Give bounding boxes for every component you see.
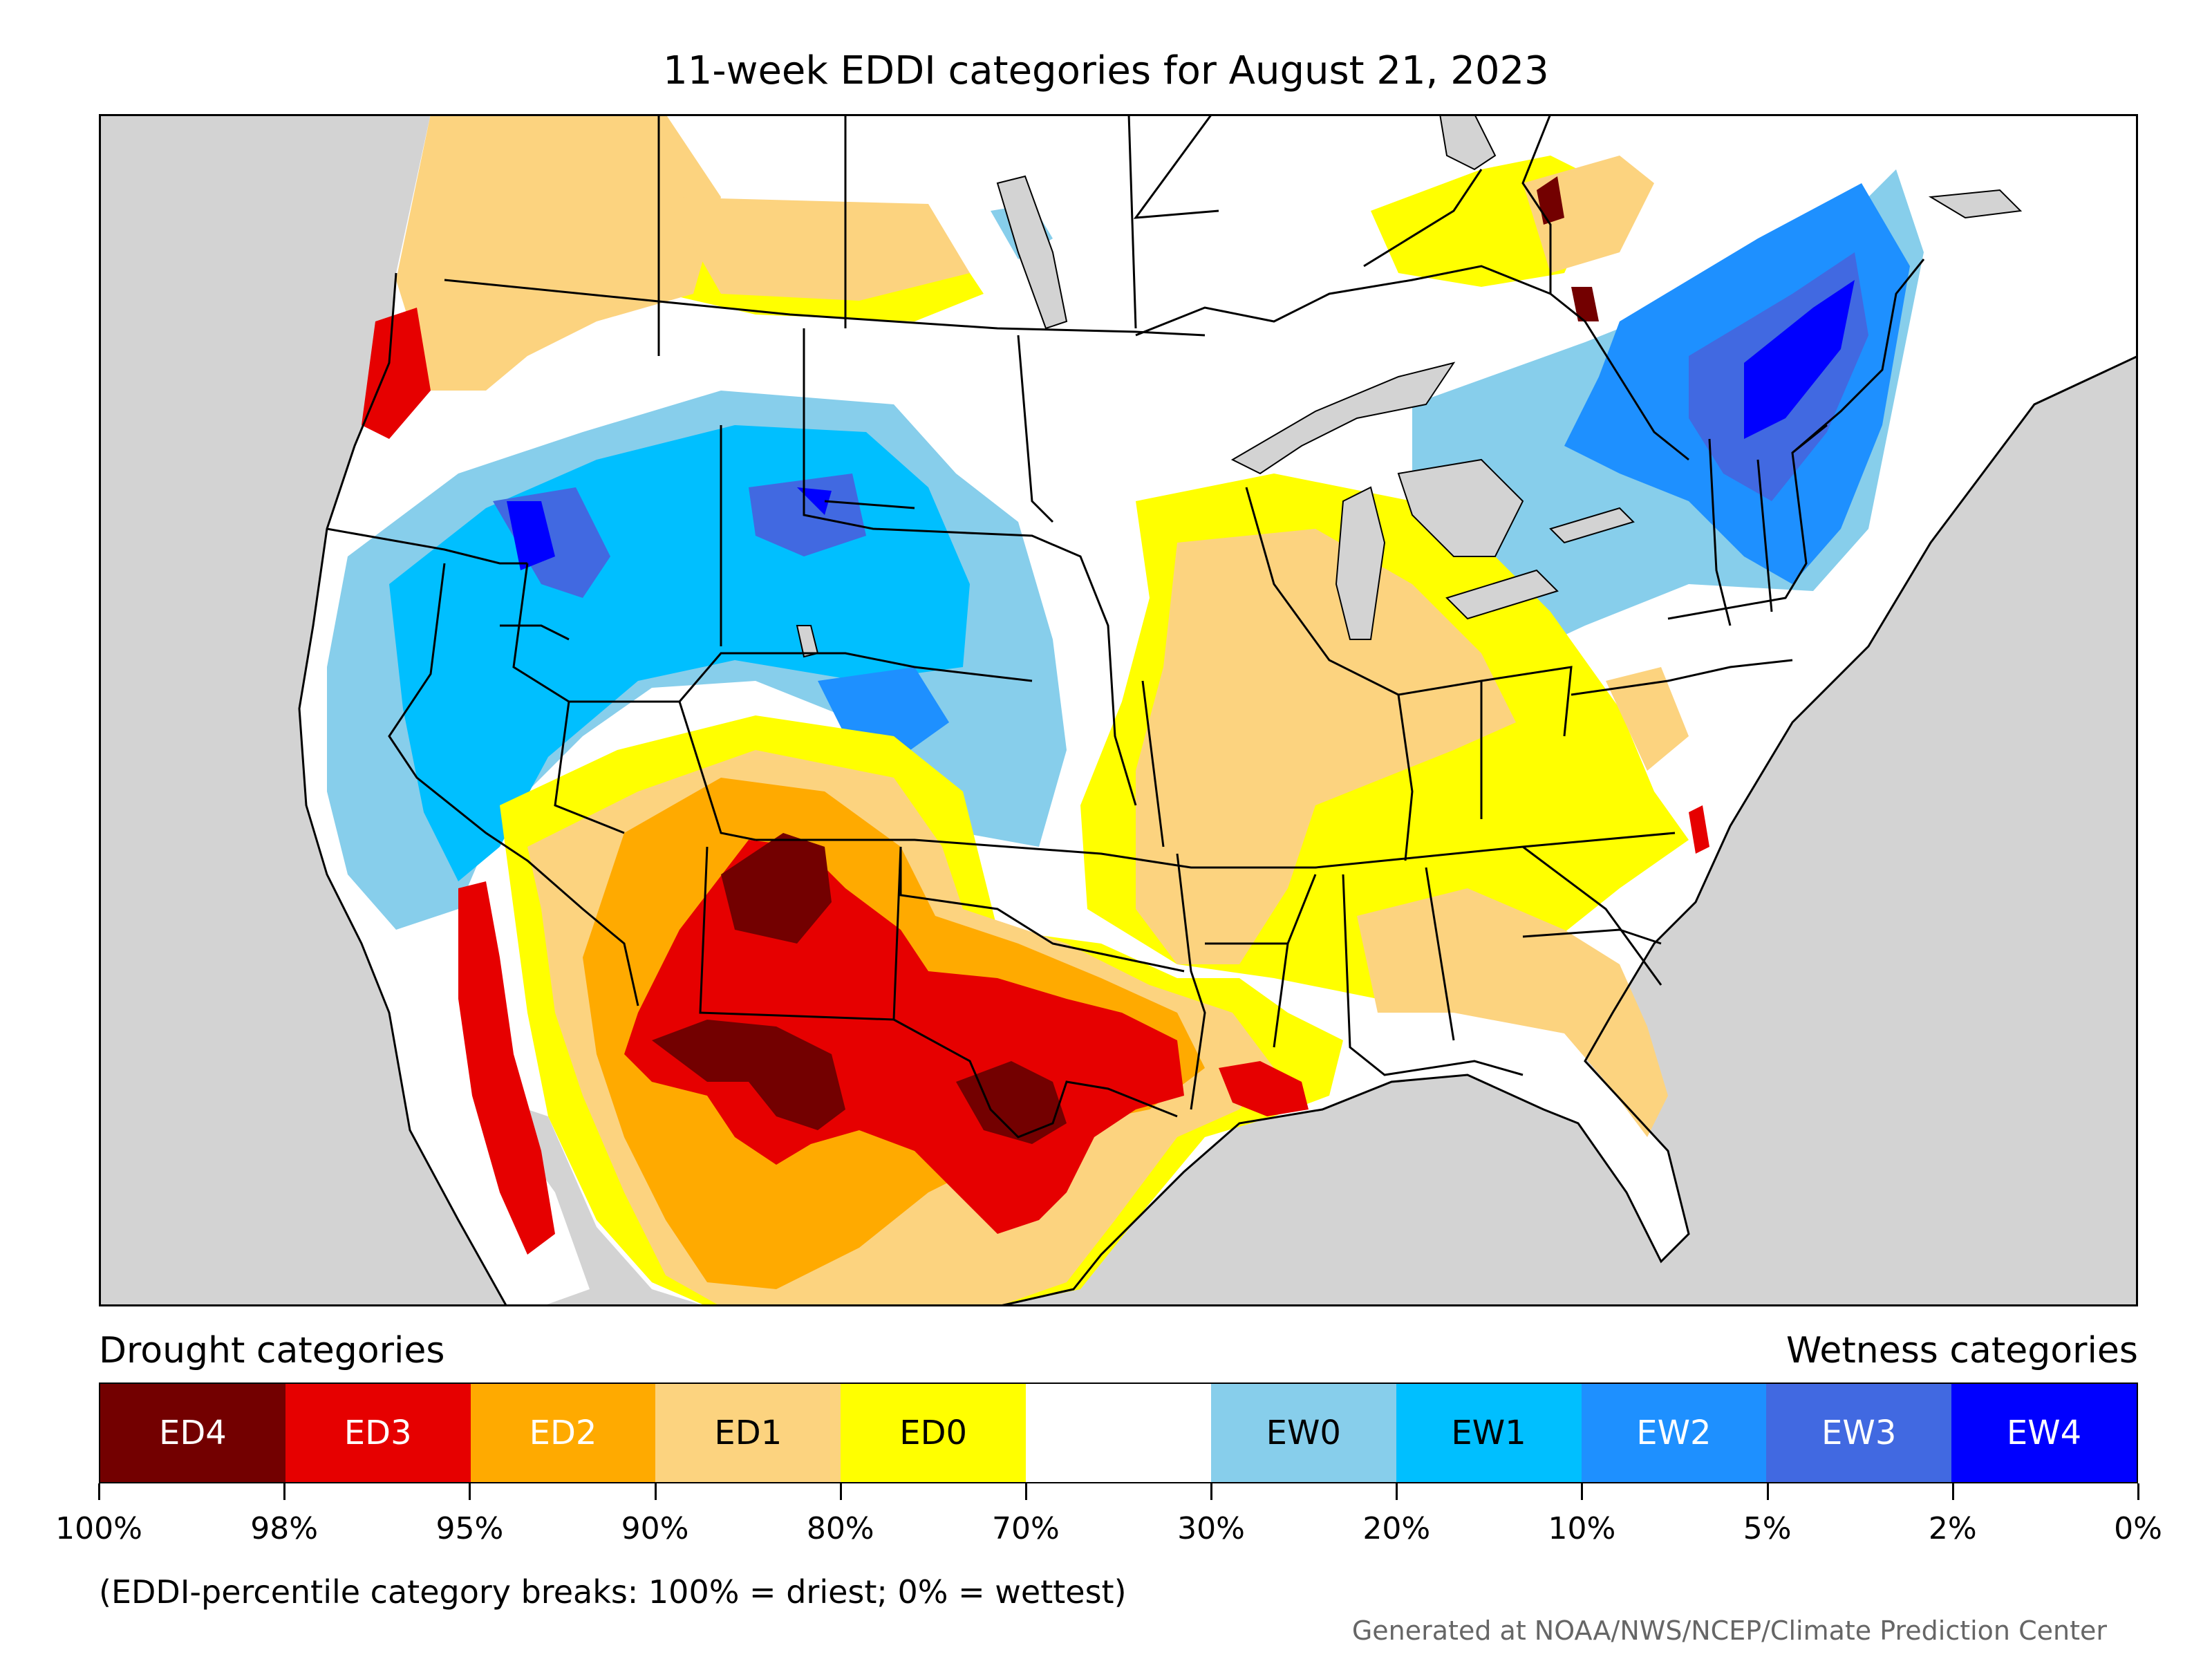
legend-swatch-ew2: EW2 bbox=[1581, 1384, 1767, 1482]
water-bodies bbox=[796, 114, 2023, 658]
legend-swatch-ed3: ED3 bbox=[285, 1384, 471, 1482]
wetness-categories-heading: Wetness categories bbox=[1786, 1330, 2138, 1371]
legend-tick-mark bbox=[1210, 1483, 1213, 1500]
legend-tick-label: 80% bbox=[806, 1511, 874, 1546]
legend-colorbar: ED4 ED3 ED2 ED1 ED0 EW0 EW1 EW2 EW3 EW4 bbox=[99, 1382, 2138, 1483]
percentile-footnote: (EDDI-percentile category breaks: 100% =… bbox=[99, 1573, 1127, 1611]
legend-tick-label: 95% bbox=[435, 1511, 504, 1546]
legend-tick-label: 0% bbox=[2114, 1511, 2162, 1546]
legend-tick-mark bbox=[1024, 1483, 1027, 1500]
legend-tick-label: 70% bbox=[992, 1511, 1060, 1546]
legend-tick-mark bbox=[1396, 1483, 1398, 1500]
eddi-map bbox=[99, 114, 2138, 1306]
legend-tick-mark bbox=[98, 1483, 100, 1500]
legend-tick-mark bbox=[1581, 1483, 1584, 1500]
legend-tick-mark bbox=[1951, 1483, 1954, 1500]
legend-swatch-ew0: EW0 bbox=[1210, 1384, 1396, 1482]
legend-tick-mark bbox=[654, 1483, 657, 1500]
legend-swatch-ew3: EW3 bbox=[1766, 1384, 1952, 1482]
legend-tick-label: 5% bbox=[1743, 1511, 1792, 1546]
legend-swatch-ed4: ED4 bbox=[100, 1384, 285, 1482]
legend-swatch-ed0: ED0 bbox=[841, 1384, 1027, 1482]
legend-tick-label: 10% bbox=[1548, 1511, 1616, 1546]
legend-tick-mark bbox=[283, 1483, 286, 1500]
legend-swatch-ed1: ED1 bbox=[655, 1384, 841, 1482]
gulf-coastline bbox=[997, 355, 2138, 1306]
map-frame bbox=[99, 114, 2138, 1306]
legend-tick-label: 100% bbox=[55, 1511, 142, 1546]
legend-ticks: 100% 98% 95% 90% 80% 70% 30% 20% 10% 5% 2% 0% bbox=[55, 1483, 2162, 1546]
state-boundaries bbox=[326, 114, 1925, 1138]
legend-tick-label: 30% bbox=[1177, 1511, 1245, 1546]
map-title: 11-week EDDI categories for August 21, 2… bbox=[663, 48, 1549, 93]
eddi-map-canvas bbox=[99, 114, 2138, 1306]
coastline bbox=[298, 272, 508, 1306]
legend-tick-mark bbox=[839, 1483, 842, 1500]
legend-tick-label: 98% bbox=[250, 1511, 319, 1546]
legend-tick-mark bbox=[469, 1483, 471, 1500]
legend-tick-label: 90% bbox=[621, 1511, 689, 1546]
legend-tick-mark bbox=[1766, 1483, 1769, 1500]
legend-swatch-ew4: EW4 bbox=[1951, 1384, 2137, 1482]
credit-line: Generated at NOAA/NWS/NCEP/Climate Predi… bbox=[1351, 1615, 2107, 1646]
legend-swatch-ew1: EW1 bbox=[1396, 1384, 1582, 1482]
legend-swatch-neutral bbox=[1026, 1384, 1211, 1482]
legend-tick-label: 20% bbox=[1362, 1511, 1431, 1546]
legend-tick-mark bbox=[2137, 1483, 2139, 1500]
legend-swatch-ed2: ED2 bbox=[470, 1384, 656, 1482]
legend-tick-label: 2% bbox=[1928, 1511, 1977, 1546]
dry-regions bbox=[362, 114, 1709, 1306]
drought-categories-heading: Drought categories bbox=[99, 1330, 445, 1371]
